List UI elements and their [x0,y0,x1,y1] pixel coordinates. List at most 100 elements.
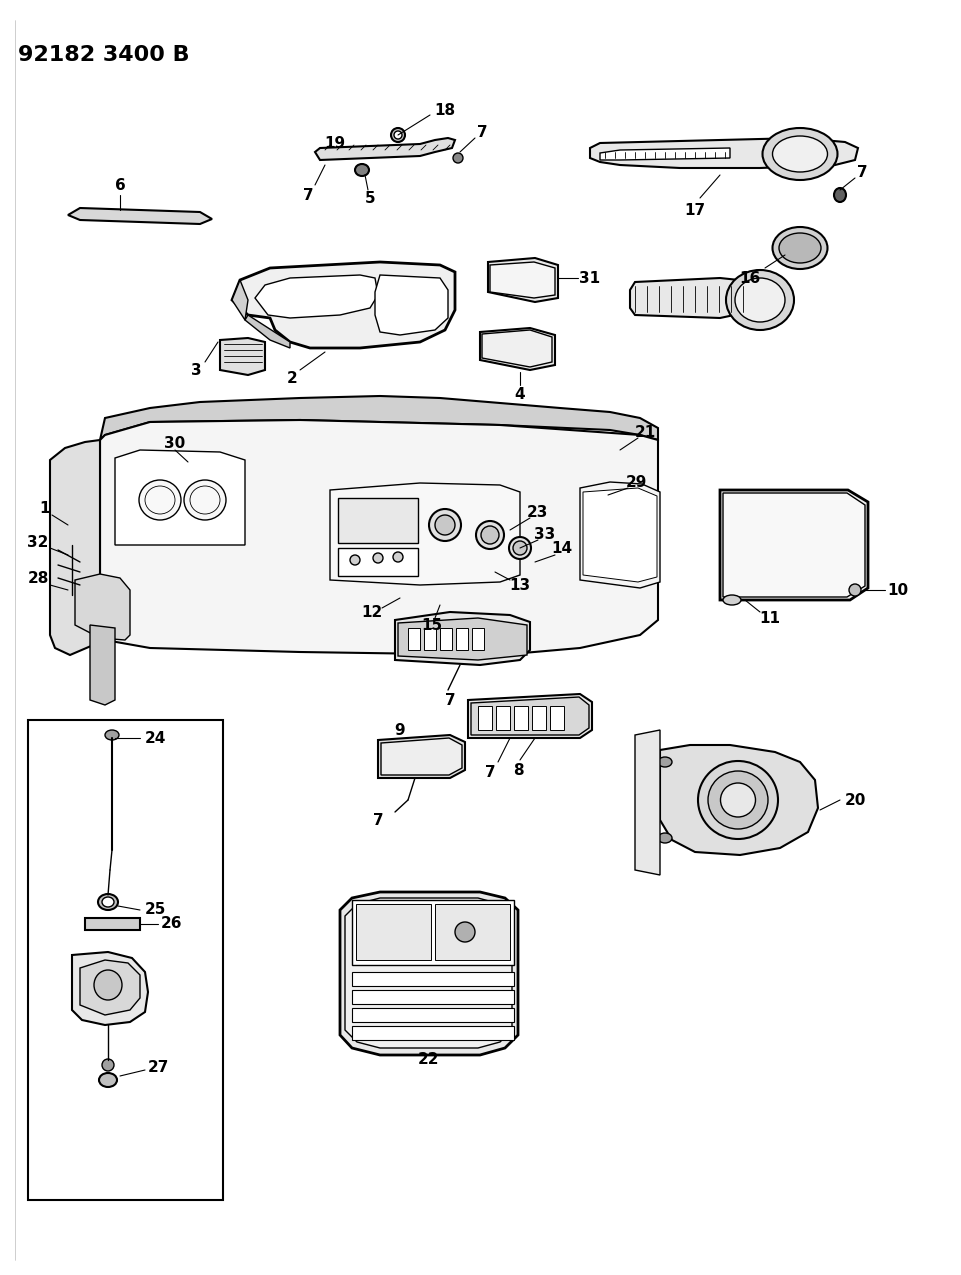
Polygon shape [72,952,148,1025]
Bar [352,1026,513,1040]
Polygon shape [582,488,656,581]
Text: 18: 18 [434,102,456,117]
Ellipse shape [429,509,460,541]
Bar [28,720,223,1200]
Ellipse shape [373,553,382,564]
Text: 7: 7 [444,692,455,708]
Ellipse shape [726,270,793,330]
Ellipse shape [138,479,181,520]
Polygon shape [467,694,591,738]
Bar [407,629,420,650]
Text: 14: 14 [551,541,572,556]
Polygon shape [232,261,455,348]
Ellipse shape [657,833,672,843]
Text: 7: 7 [477,125,487,139]
Text: 9: 9 [394,723,405,737]
Bar [352,1009,513,1023]
Text: 6: 6 [114,177,125,193]
Polygon shape [232,280,248,320]
Text: 16: 16 [739,270,760,286]
Polygon shape [471,697,588,734]
Ellipse shape [102,1060,114,1071]
Text: 92182 3400 B: 92182 3400 B [18,45,189,65]
Text: 32: 32 [27,534,49,550]
Ellipse shape [707,771,767,829]
Ellipse shape [778,233,820,263]
Ellipse shape [734,278,784,323]
Polygon shape [398,618,527,660]
Text: 15: 15 [421,617,442,632]
Ellipse shape [453,153,462,163]
Text: 11: 11 [759,611,779,626]
Ellipse shape [512,541,527,555]
Ellipse shape [390,128,405,142]
Polygon shape [378,734,464,778]
Text: 23: 23 [526,505,547,519]
Ellipse shape [99,1074,117,1088]
Ellipse shape [455,922,475,942]
Text: 25: 25 [144,903,165,918]
Text: 2: 2 [286,371,297,385]
Ellipse shape [350,555,359,565]
Polygon shape [489,261,554,298]
Polygon shape [719,490,867,601]
Polygon shape [245,315,289,348]
Ellipse shape [720,783,754,817]
Text: 31: 31 [579,270,600,286]
Text: 1: 1 [39,501,50,515]
Text: 7: 7 [303,187,313,203]
Ellipse shape [657,757,672,768]
Polygon shape [659,745,817,856]
Text: 21: 21 [633,425,655,440]
Polygon shape [90,625,115,705]
Bar [513,706,528,731]
Text: 22: 22 [418,1052,439,1067]
Ellipse shape [184,479,226,520]
Bar [531,706,546,731]
Bar [439,629,452,650]
Polygon shape [85,918,140,929]
Polygon shape [339,892,517,1054]
Polygon shape [50,440,105,655]
Polygon shape [600,148,729,159]
Text: 7: 7 [484,765,495,779]
Polygon shape [381,738,461,775]
Polygon shape [255,275,378,317]
Bar [496,706,509,731]
Bar [550,706,563,731]
Polygon shape [100,397,657,440]
Text: 28: 28 [27,570,49,585]
Ellipse shape [723,595,740,606]
Ellipse shape [355,164,369,176]
Ellipse shape [833,187,845,201]
Text: 4: 4 [514,386,525,402]
Text: 19: 19 [324,135,345,150]
Polygon shape [220,338,264,375]
Ellipse shape [849,584,860,595]
Polygon shape [115,450,245,544]
Text: 29: 29 [625,474,646,490]
Polygon shape [100,419,657,655]
Text: 7: 7 [372,812,382,827]
Ellipse shape [508,537,530,558]
Bar [356,904,431,960]
Ellipse shape [94,970,122,1000]
Polygon shape [395,612,530,666]
Ellipse shape [762,128,837,180]
Ellipse shape [393,552,403,562]
Text: 24: 24 [144,731,165,746]
Text: 33: 33 [533,527,555,542]
Bar [424,629,435,650]
Polygon shape [75,574,130,640]
Text: 27: 27 [147,1061,168,1076]
Polygon shape [314,138,455,159]
Ellipse shape [772,136,826,172]
Bar [352,972,513,986]
Text: 5: 5 [364,190,375,205]
Polygon shape [375,275,448,335]
Bar [478,706,491,731]
Ellipse shape [102,898,114,907]
Text: 20: 20 [844,793,865,807]
Polygon shape [487,258,557,302]
Ellipse shape [480,527,499,544]
